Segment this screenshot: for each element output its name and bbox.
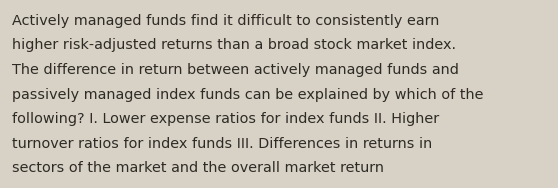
Text: following? I. Lower expense ratios for index funds II. Higher: following? I. Lower expense ratios for i…	[12, 112, 439, 126]
Text: passively managed index funds can be explained by which of the: passively managed index funds can be exp…	[12, 87, 483, 102]
Text: higher risk-adjusted returns than a broad stock market index.: higher risk-adjusted returns than a broa…	[12, 39, 456, 52]
Text: The difference in return between actively managed funds and: The difference in return between activel…	[12, 63, 459, 77]
Text: Actively managed funds find it difficult to consistently earn: Actively managed funds find it difficult…	[12, 14, 439, 28]
Text: turnover ratios for index funds III. Differences in returns in: turnover ratios for index funds III. Dif…	[12, 136, 432, 151]
Text: sectors of the market and the overall market return: sectors of the market and the overall ma…	[12, 161, 384, 175]
